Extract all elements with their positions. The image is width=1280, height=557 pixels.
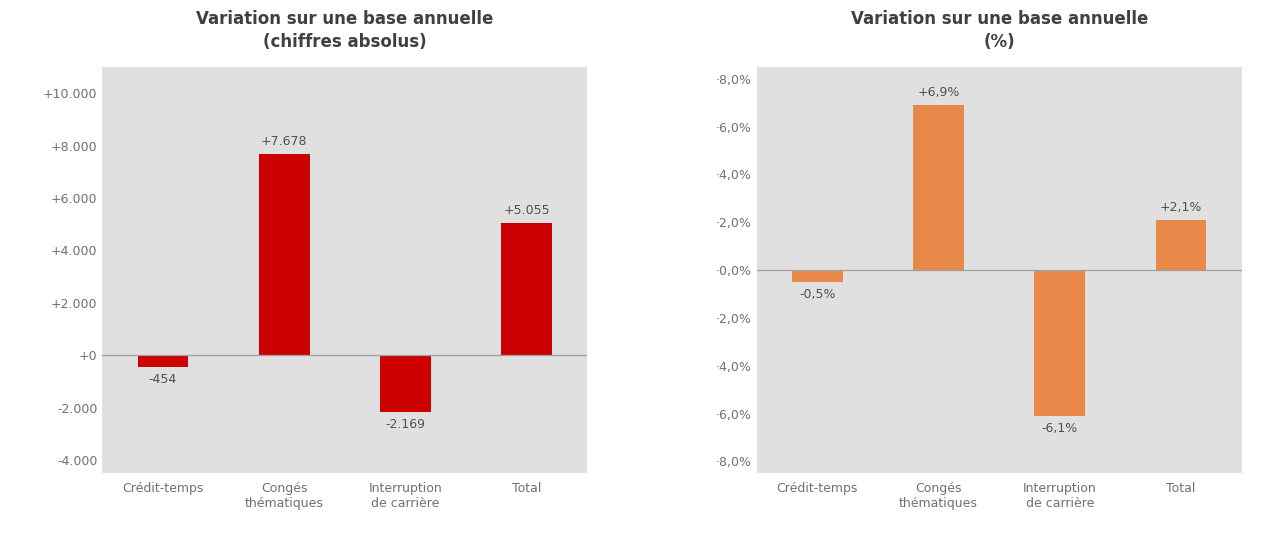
Bar bbox=[102, 172, 588, 224]
Text: +2,1%: +2,1% bbox=[1160, 201, 1202, 214]
Text: +6,9%: +6,9% bbox=[918, 86, 960, 99]
Title: Variation sur une base annuelle
(chiffres absolus): Variation sur une base annuelle (chiffre… bbox=[196, 10, 494, 51]
Bar bbox=[1156, 220, 1207, 270]
Bar bbox=[756, 198, 1242, 246]
Bar bbox=[102, 119, 588, 172]
Bar bbox=[913, 105, 964, 270]
Text: -2.169: -2.169 bbox=[385, 418, 425, 432]
Text: -0,5%: -0,5% bbox=[799, 288, 836, 301]
Bar bbox=[380, 355, 431, 412]
Bar bbox=[756, 246, 1242, 294]
Bar bbox=[756, 294, 1242, 342]
Bar bbox=[102, 224, 588, 277]
Bar bbox=[756, 438, 1242, 473]
Bar bbox=[102, 329, 588, 382]
Text: +5.055: +5.055 bbox=[503, 204, 550, 217]
Bar bbox=[137, 355, 188, 367]
Bar bbox=[756, 390, 1242, 438]
Bar bbox=[102, 277, 588, 329]
Bar bbox=[792, 270, 844, 282]
Bar bbox=[502, 223, 552, 355]
Bar bbox=[102, 434, 588, 473]
Bar bbox=[756, 150, 1242, 198]
Bar bbox=[259, 154, 310, 355]
Text: +7.678: +7.678 bbox=[261, 135, 307, 148]
Bar bbox=[756, 342, 1242, 390]
Title: Variation sur une base annuelle
(%): Variation sur une base annuelle (%) bbox=[850, 10, 1148, 51]
Text: -6,1%: -6,1% bbox=[1042, 422, 1078, 435]
Bar bbox=[756, 102, 1242, 150]
Text: -454: -454 bbox=[148, 373, 177, 387]
Bar bbox=[102, 67, 588, 119]
Bar bbox=[1034, 270, 1085, 416]
Bar bbox=[102, 382, 588, 434]
Bar bbox=[756, 67, 1242, 102]
